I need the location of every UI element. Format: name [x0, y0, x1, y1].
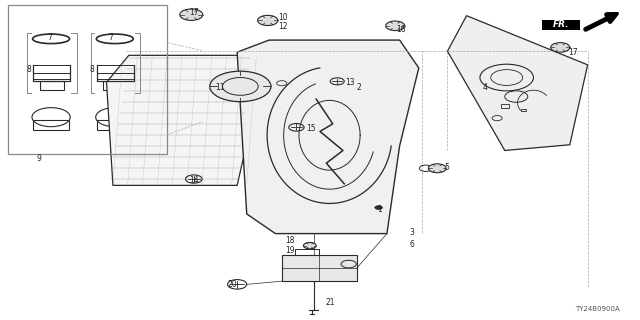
- Text: 18: 18: [285, 236, 294, 245]
- Text: 19: 19: [285, 246, 294, 255]
- Circle shape: [303, 243, 316, 249]
- Text: 17: 17: [189, 8, 199, 17]
- Bar: [33, 120, 69, 130]
- Circle shape: [375, 206, 383, 210]
- Text: 21: 21: [325, 298, 335, 307]
- Text: 2: 2: [357, 83, 362, 92]
- Bar: [522, 108, 527, 111]
- Text: TY24B0900A: TY24B0900A: [575, 306, 620, 312]
- Bar: [541, 20, 580, 30]
- Text: 12: 12: [278, 22, 288, 31]
- Bar: [97, 120, 132, 130]
- Polygon shape: [237, 40, 419, 234]
- Text: 4: 4: [483, 83, 488, 92]
- Circle shape: [210, 71, 271, 102]
- Text: 17: 17: [568, 48, 578, 57]
- Text: 20: 20: [228, 280, 237, 289]
- Text: 7: 7: [108, 33, 113, 42]
- Text: 6: 6: [409, 240, 414, 249]
- Bar: [103, 81, 127, 90]
- Text: 9: 9: [36, 154, 42, 163]
- Text: 10: 10: [278, 13, 288, 22]
- Text: 8: 8: [90, 65, 94, 74]
- Text: 16: 16: [396, 25, 406, 35]
- Text: 14: 14: [189, 176, 199, 185]
- Polygon shape: [447, 16, 588, 150]
- Circle shape: [550, 43, 570, 52]
- Text: 8: 8: [27, 65, 31, 74]
- Text: 5: 5: [444, 164, 449, 172]
- Circle shape: [257, 15, 278, 26]
- Text: 3: 3: [409, 228, 414, 237]
- Circle shape: [428, 164, 446, 173]
- Text: 13: 13: [346, 78, 355, 87]
- Circle shape: [386, 21, 404, 31]
- Bar: [282, 255, 357, 281]
- Bar: [40, 81, 64, 90]
- Circle shape: [180, 9, 203, 20]
- Text: 15: 15: [306, 124, 316, 133]
- Text: 11: 11: [215, 83, 225, 92]
- Text: 1: 1: [378, 205, 382, 214]
- Bar: [8, 4, 167, 154]
- Bar: [501, 104, 509, 108]
- Polygon shape: [106, 55, 259, 185]
- Text: 7: 7: [47, 33, 52, 42]
- Text: FR.: FR.: [552, 20, 569, 29]
